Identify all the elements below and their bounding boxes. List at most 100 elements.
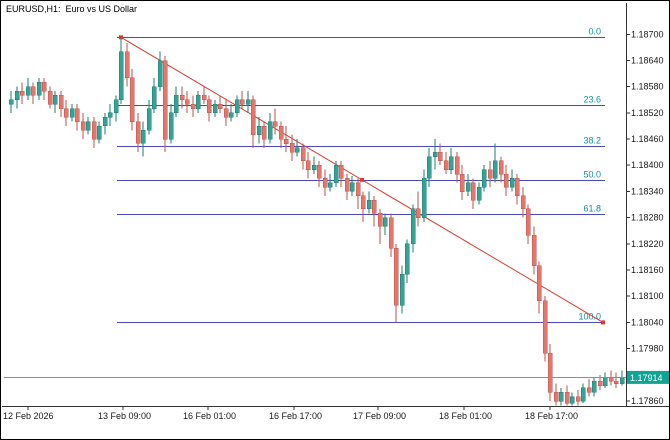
candle [245,99,251,105]
candle [575,396,581,402]
candle [514,178,520,197]
candle [256,125,262,135]
candle [503,173,509,188]
candle [91,121,97,140]
candle [19,90,25,96]
candle [382,217,388,227]
price-axis-label: 1.18280 [631,213,664,223]
candle [553,392,559,402]
candle [349,182,355,192]
candle [602,376,608,386]
candle [41,82,47,92]
price-axis-label: 1.18640 [631,56,664,66]
candle [377,213,383,227]
candle [58,95,64,109]
candle [322,178,328,188]
candle [223,108,229,118]
candle [437,151,443,162]
price-axis-label: 1.18520 [631,108,664,118]
candle [619,377,625,384]
candle [129,77,135,122]
candle [25,86,31,96]
price-axis-label: 1.18700 [631,29,664,39]
candle [195,95,201,109]
candle [393,247,399,306]
candle [399,274,405,306]
fib-label-0.0: 0.0 [588,27,601,37]
fib-label-38.2: 38.2 [583,136,601,146]
fib-label-50.0: 50.0 [583,170,601,180]
candle [344,178,350,192]
fib-label-61.8: 61.8 [583,204,601,214]
candle [52,95,58,105]
price-axis-label: 1.18040 [631,317,664,327]
candle [311,164,317,170]
candle [509,178,515,188]
candle [597,381,603,387]
candle [272,121,278,127]
candle [234,99,240,114]
time-axis-label: 17 Feb 09:00 [353,411,406,421]
candle [426,156,432,179]
candle [212,103,218,114]
candle [360,195,366,210]
candle [217,103,223,109]
price-axis-label: 1.18580 [631,82,664,92]
candle [355,182,361,197]
candle [564,392,570,404]
price-axis-label: 1.18340 [631,186,664,196]
price-axis-label: 1.18100 [631,291,664,301]
candle [547,352,553,393]
candle [80,121,86,131]
time-axis-label: 18 Feb 17:00 [525,411,578,421]
candle [47,90,53,105]
candle [184,99,190,105]
candle [520,195,526,210]
price-axis-label: 1.18460 [631,134,664,144]
candle [135,121,141,144]
time-axis-label: 12 Feb 2026 [3,411,54,421]
candle [465,182,471,192]
candle [542,300,548,354]
candle [531,234,537,266]
candle [267,121,273,140]
candle [432,151,438,157]
candle [102,116,108,127]
time-axis-label: 16 Feb 01:00 [183,411,236,421]
candle [206,99,212,114]
candle [580,387,586,402]
candle [124,51,130,79]
candle [294,147,300,153]
candle [74,108,80,122]
candle [481,169,487,188]
candle [190,103,196,109]
candle [85,121,91,131]
fib-label-100.0: 100.0 [578,312,601,322]
candle [96,125,102,140]
candle [146,108,152,131]
candle [278,125,284,140]
candle [410,208,416,245]
candle [498,160,504,175]
trendline-anchor[interactable] [601,320,605,325]
time-axis-label: 18 Feb 01:00 [439,411,492,421]
candle [250,99,256,135]
price-axis-label: 1.18400 [631,160,664,170]
fib-label-23.6: 23.6 [583,95,601,105]
price-axis-label: 1.18160 [631,265,664,275]
candle [338,164,344,179]
candle [289,143,295,153]
trendline-anchor[interactable] [360,177,364,182]
candle [30,86,36,96]
candle [69,108,75,118]
candles [8,37,625,406]
candle [459,173,465,192]
candle [239,99,245,105]
candle [492,160,498,179]
candle [118,51,124,100]
candle [536,265,542,301]
candle [8,99,14,105]
fibonacci-retracement[interactable]: 0.0 23.6 38.2 50.0 61.8 100.0 [117,27,605,325]
